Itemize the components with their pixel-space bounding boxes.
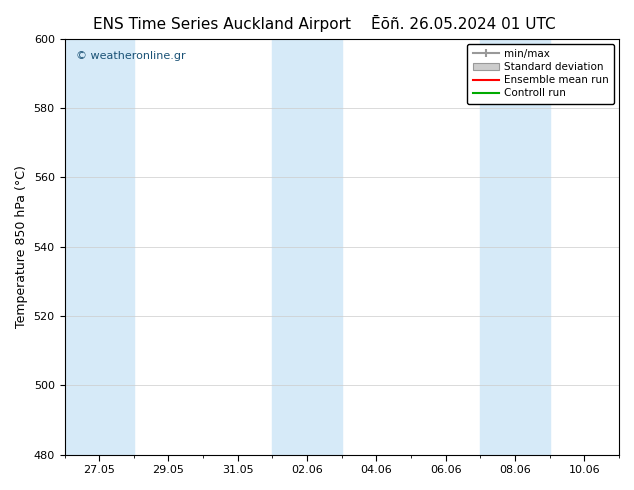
Bar [65, 39, 134, 455]
Legend: min/max, Standard deviation, Ensemble mean run, Controll run: min/max, Standard deviation, Ensemble me… [467, 44, 614, 103]
Bar [481, 39, 550, 455]
Y-axis label: Temperature 850 hPa (°C): Temperature 850 hPa (°C) [15, 165, 28, 328]
Text: ENS Time Series Auckland Airport: ENS Time Series Auckland Airport [93, 17, 351, 32]
Text: © weatheronline.gr: © weatheronline.gr [75, 51, 185, 61]
Bar [273, 39, 342, 455]
Text: Ēõñ. 26.05.2024 01 UTC: Ēõñ. 26.05.2024 01 UTC [370, 17, 555, 32]
